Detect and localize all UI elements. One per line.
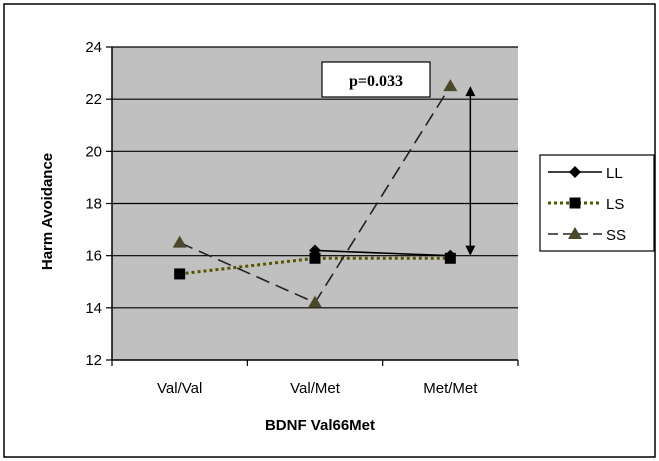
marker-ss (172, 235, 187, 248)
axes (106, 46, 519, 366)
y-tick-label: 20 (85, 143, 102, 160)
series-line-ll (314, 249, 451, 257)
legend-label-ss: SS (606, 227, 626, 244)
x-tick-label: Met/Met (423, 380, 478, 397)
annotation-text: p=0.033 (349, 73, 403, 90)
legend-label-ll: LL (606, 165, 623, 182)
legend-marker-ls (569, 197, 581, 209)
y-tick-label: 12 (85, 352, 102, 369)
marker-ls (444, 252, 456, 264)
y-tick-label: 14 (85, 300, 102, 317)
marker-ls (309, 252, 321, 264)
annotation-box (321, 61, 431, 98)
legend-marker-ll (569, 166, 581, 178)
annotation-arrowhead-bottom (465, 245, 476, 256)
marker-ll (309, 244, 321, 257)
legend-marker-ss (568, 227, 582, 239)
y-axis-label: Harm Avoidance (39, 153, 56, 270)
x-tick-labels: Val/Val Val/Met Met/Met (157, 380, 478, 397)
annotation-arrowhead-top (465, 86, 476, 97)
legend: LL LS SS (539, 154, 655, 252)
y-tick-label: 18 (85, 196, 102, 213)
y-tick-labels: 12 14 16 18 20 22 24 (85, 39, 102, 369)
x-axis-label: BDNF Val66Met (265, 417, 375, 434)
marker-ss (308, 295, 322, 308)
x-tick-label: Val/Val (157, 380, 202, 397)
y-tick-label: 22 (85, 91, 102, 108)
y-tick-label: 16 (85, 248, 102, 265)
marker-ss (443, 79, 458, 92)
annotation-group: p=0.033 (321, 61, 476, 256)
legend-label-ls: LS (606, 196, 624, 213)
x-tick-label: Val/Met (290, 380, 341, 397)
marker-ls (174, 268, 186, 280)
y-tick-label: 24 (85, 39, 102, 56)
series-markers (172, 79, 458, 308)
